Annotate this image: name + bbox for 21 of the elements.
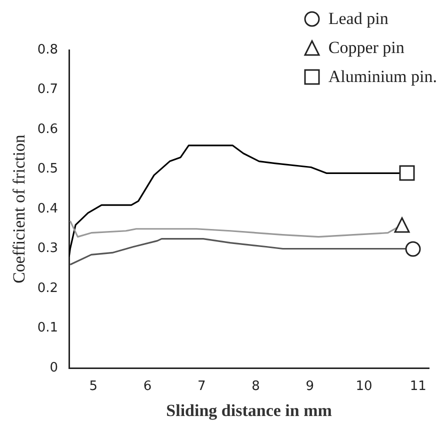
y-tick-label: 0.7: [37, 82, 58, 98]
x-tick-label: 11: [410, 379, 426, 394]
y-axis-title: Coefficient of friction: [10, 134, 29, 284]
x-tick-label: 7: [198, 379, 206, 394]
y-tick-label: 0.8: [37, 42, 58, 58]
y-tick-label: 0.6: [37, 122, 58, 137]
y-tick-label: 0.4: [37, 201, 58, 216]
y-tick-label: 0.3: [37, 241, 58, 256]
x-tick-label: 9: [306, 379, 314, 394]
x-tick-label: 10: [356, 379, 372, 394]
x-tick-label: 8: [252, 379, 260, 394]
legend-label: Aluminium pin.: [328, 66, 437, 86]
y-tick-label: 0.5: [37, 162, 58, 177]
y-tick-label: 0.1: [37, 320, 58, 336]
x-tick-label: 5: [89, 379, 98, 394]
legend-label: Lead pin: [328, 8, 388, 28]
x-axis-title: Sliding distance in mm: [166, 401, 332, 420]
legend-label: Copper pin: [328, 38, 404, 58]
y-tick-label: 0: [50, 360, 58, 376]
y-tick-label: 0.2: [37, 280, 58, 296]
x-tick-label: 6: [143, 379, 152, 394]
